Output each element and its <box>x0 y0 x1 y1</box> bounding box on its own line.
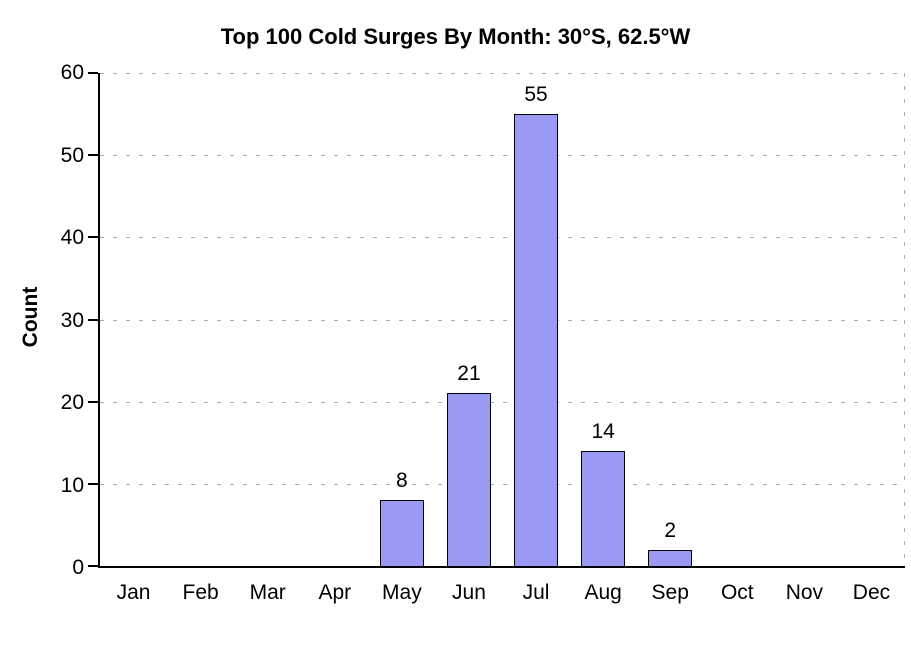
x-tick-label-may: May <box>382 581 422 604</box>
x-tick-label-aug: Aug <box>584 581 622 604</box>
bar-value-label-jul: 55 <box>524 83 548 107</box>
x-tick-label-sep: Sep <box>651 581 689 604</box>
y-tick-label: 40 <box>60 226 84 250</box>
bar-value-label-aug: 14 <box>591 419 615 443</box>
y-tick-label: 20 <box>60 391 84 415</box>
y-axis-tick <box>88 236 98 239</box>
bar-value-label-may: 8 <box>396 469 408 493</box>
x-tick-label-nov: Nov <box>785 581 824 604</box>
x-tick-label-oct: Oct <box>720 581 754 604</box>
gridline <box>100 401 905 403</box>
bar-jun <box>446 393 491 566</box>
chart-title: Top 100 Cold Surges By Month: 30°S, 62.5… <box>220 24 691 49</box>
bar-sep <box>648 549 693 566</box>
x-tick-label-jun: Jun <box>452 581 486 604</box>
gridline <box>100 483 905 485</box>
bar-may <box>379 500 424 566</box>
x-tick-label-jul: Jul <box>522 581 550 604</box>
y-axis-tick <box>88 318 98 321</box>
y-tick-label: 60 <box>60 61 84 84</box>
y-axis-tick-labels: 0 10 20 30 40 50 60 <box>0 62 84 579</box>
gridline <box>100 237 905 239</box>
y-tick-label: 0 <box>72 556 84 579</box>
gridline <box>100 73 905 74</box>
y-axis-tick <box>88 400 98 403</box>
y-axis-tick <box>88 72 98 74</box>
x-tick-label-jan: Jan <box>116 581 151 604</box>
gridline <box>100 319 905 321</box>
y-tick-label: 50 <box>60 143 84 167</box>
y-axis-tick <box>88 565 98 567</box>
x-tick-label-feb: Feb <box>182 581 219 604</box>
bar-value-label-jun: 21 <box>457 362 481 386</box>
bar-jul <box>514 114 559 566</box>
gridline <box>100 155 905 157</box>
bar-aug <box>581 450 626 566</box>
y-axis-tick <box>88 154 98 157</box>
x-tick-label-mar: Mar <box>249 581 286 604</box>
y-tick-label: 30 <box>60 308 84 332</box>
y-axis-tick <box>88 482 98 485</box>
bar-value-label-sep: 2 <box>664 518 677 542</box>
y-tick-label: 10 <box>60 473 84 497</box>
plot-area: Jan Feb Mar Apr 8 May 21 Jun 55 Jul 14 Aug 2 Sep Oct No… <box>88 72 905 604</box>
x-tick-label-apr: Apr <box>318 581 352 604</box>
x-tick-label-dec: Dec <box>852 581 891 604</box>
